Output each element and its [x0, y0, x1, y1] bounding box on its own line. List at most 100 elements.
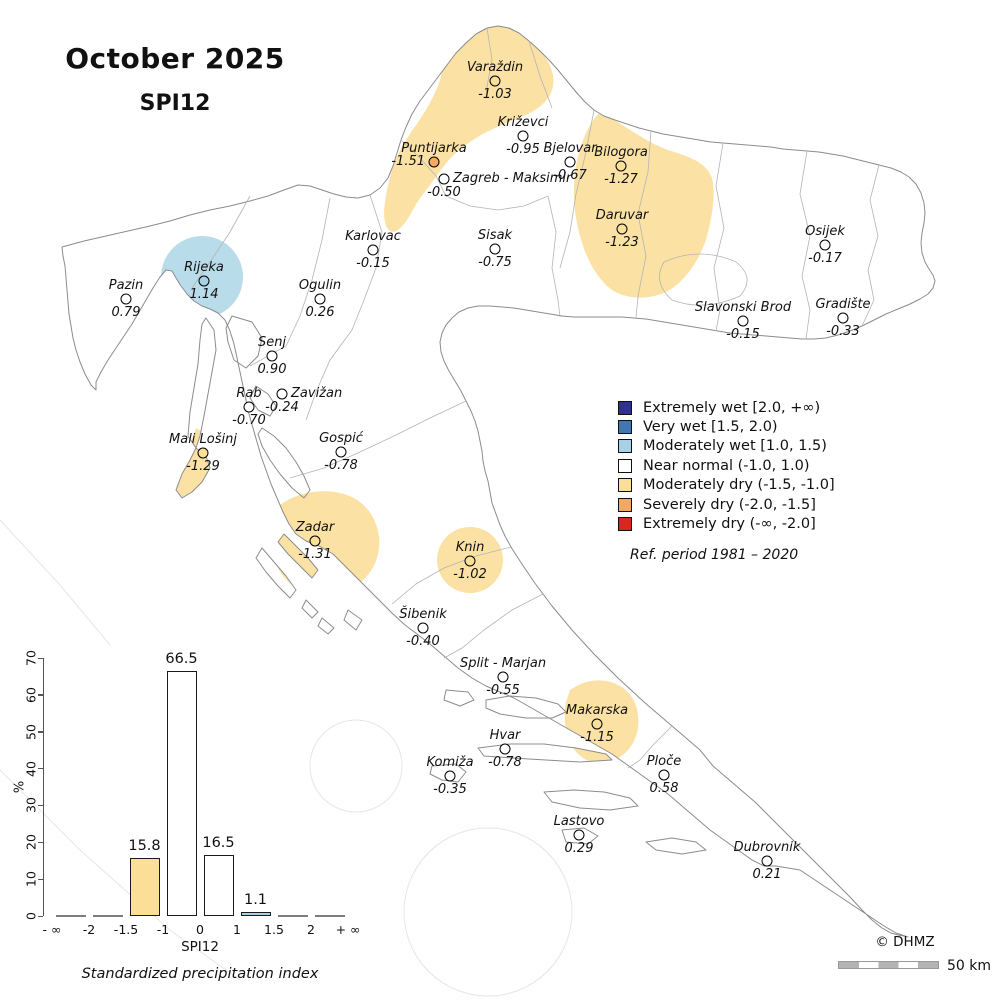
chart-caption: Standardized precipitation index — [81, 966, 319, 982]
station-name: Komiža — [426, 755, 474, 770]
station-name: Rab — [236, 386, 262, 401]
station-marker-icon — [573, 829, 585, 841]
x-tick-label: 0 — [196, 922, 204, 937]
station-value: -1.29 — [186, 459, 220, 474]
station-marker-icon — [517, 130, 529, 142]
dry-region-losinj-island — [174, 446, 212, 498]
legend-color-swatch — [618, 400, 632, 415]
station-name: Varaždin — [466, 60, 524, 75]
station-marker-icon — [120, 293, 132, 305]
station-value: -0.75 — [478, 255, 512, 270]
station-name: Mali Lošinj — [169, 432, 237, 447]
legend-item-label: Moderately wet [1.0, 1.5) — [643, 438, 827, 455]
station-value: -0.78 — [324, 458, 358, 473]
histogram-bar — [166, 670, 197, 916]
sea-boundary-lines — [0, 519, 573, 997]
y-tick — [38, 804, 43, 807]
y-tick — [38, 694, 43, 696]
x-tick-label: -1.5 — [113, 922, 139, 937]
x-tick-label: 1 — [233, 922, 241, 937]
legend-item: Severely dry (-2.0, -1.5] — [618, 495, 835, 514]
station-name: Dubrovnik — [733, 840, 801, 855]
scale-bar — [838, 961, 939, 969]
station-name: Karlovac — [345, 229, 401, 244]
map-outline — [61, 25, 936, 938]
station-value: 0.29 — [564, 841, 594, 856]
station-value: 0.58 — [649, 781, 679, 796]
station-name: Makarska — [565, 703, 629, 718]
histogram-zero-segment — [92, 915, 123, 917]
station-marker-icon — [837, 312, 849, 324]
station-marker-icon — [616, 223, 628, 235]
station-name: Daruvar — [595, 208, 649, 223]
y-tick-label: 70 — [23, 650, 39, 666]
y-tick — [38, 878, 43, 880]
legend-item: Extremely dry (-∞, -2.0] — [618, 514, 835, 533]
histogram-zero-segment — [55, 915, 86, 917]
legend-color-swatch — [618, 458, 632, 473]
station-value: 1.14 — [189, 287, 219, 302]
station-value: -0.15 — [356, 256, 390, 271]
station-marker-icon — [314, 293, 326, 305]
dry-region-zagorje-varazdin — [384, 26, 554, 232]
x-tick-label: - ∞ — [42, 922, 62, 937]
histogram-bar — [240, 911, 271, 916]
y-tick-label: 10 — [23, 871, 39, 888]
legend-item-label: Extremely wet [2.0, +∞) — [643, 399, 821, 416]
station-marker-icon — [564, 156, 576, 168]
station-value: -0.67 — [553, 168, 587, 183]
legend-color-swatch — [618, 517, 632, 532]
y-tick — [38, 915, 43, 917]
station-name: Gospić — [319, 431, 363, 446]
station-value: -0.33 — [826, 324, 860, 339]
station-name: Ogulin — [298, 278, 342, 293]
y-tick — [38, 731, 43, 733]
dry-region-islets — [210, 478, 238, 516]
x-tick-label: 1.5 — [264, 922, 284, 937]
station-value: -0.70 — [232, 413, 266, 428]
station-name: Zavižan — [291, 386, 343, 401]
histogram-zero-segment — [314, 915, 345, 917]
station-value: 0.21 — [752, 867, 782, 882]
station-marker-icon — [444, 770, 456, 782]
station-marker-icon — [428, 156, 440, 168]
station-marker-icon — [658, 769, 670, 781]
station-marker-icon — [499, 743, 511, 755]
station-name: Puntijarka — [401, 141, 467, 156]
station-value: -1.23 — [605, 235, 639, 250]
station-marker-icon — [438, 173, 450, 185]
station-name: Pazin — [108, 278, 144, 293]
station-name: Ploče — [646, 754, 682, 769]
station-value: -0.24 — [265, 400, 299, 415]
legend-item-label: Near normal (-1.0, 1.0) — [643, 457, 810, 474]
legend-item-label: Extremely dry (-∞, -2.0] — [643, 516, 816, 533]
x-tick-label: 2 — [307, 922, 315, 937]
x-tick-label: -2 — [82, 922, 96, 937]
legend-rows: Extremely wet [2.0, +∞) Very wet [1.5, 2… — [618, 398, 835, 534]
legend-color-swatch — [618, 420, 632, 435]
copyright-text: © DHMZ — [875, 934, 935, 950]
station-value: -0.35 — [433, 782, 467, 797]
station-name: Gradište — [815, 297, 871, 312]
station-value: -0.40 — [406, 634, 440, 649]
station-value: -0.78 — [488, 755, 522, 770]
bar-value-label: 15.8 — [128, 837, 161, 854]
station-marker-icon — [198, 275, 210, 287]
station-marker-icon — [417, 622, 429, 634]
station-marker-icon — [464, 555, 476, 567]
spi-histogram: % SPI12 Standardized precipitation index… — [0, 640, 390, 990]
title-block: October 2025 SPI12 — [40, 42, 310, 116]
legend-item-label: Very wet [1.5, 2.0) — [643, 419, 778, 436]
y-tick — [38, 841, 43, 844]
page-subtitle: SPI12 — [139, 91, 211, 116]
histogram-bar — [203, 855, 234, 916]
station-value: -1.27 — [604, 172, 638, 187]
station-name: Senj — [257, 335, 287, 350]
bar-value-label: 1.1 — [243, 891, 268, 908]
y-tick-label: 60 — [23, 686, 39, 703]
county-borders — [191, 27, 880, 769]
station-value: -0.50 — [427, 185, 461, 200]
station-name: Bjelovar — [543, 141, 597, 156]
legend-item: Extremely wet [2.0, +∞) — [618, 398, 835, 417]
y-tick-label: 40 — [23, 760, 39, 777]
